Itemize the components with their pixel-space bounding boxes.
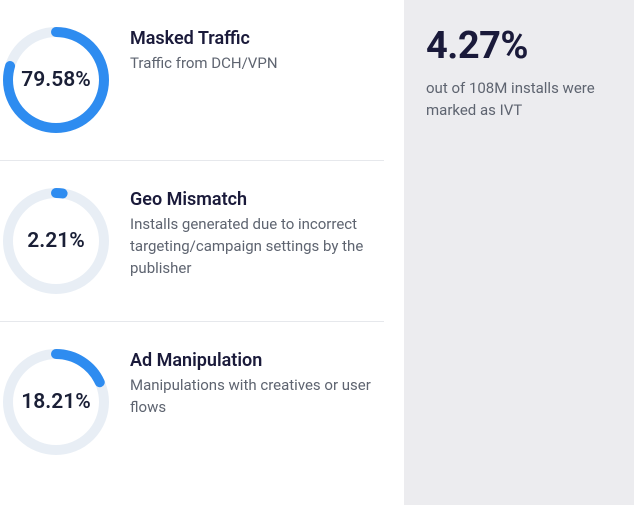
metric-description: Manipulations with creatives or user flo… bbox=[130, 375, 384, 419]
summary-panel: 4.27% out of 108M installs were marked a… bbox=[404, 0, 634, 505]
metric-text: Masked Traffic Traffic from DCH/VPN bbox=[130, 24, 384, 75]
metrics-list: 79.58% Masked Traffic Traffic from DCH/V… bbox=[0, 0, 384, 505]
metric-title: Masked Traffic bbox=[130, 28, 384, 49]
metric-row: 79.58% Masked Traffic Traffic from DCH/V… bbox=[0, 0, 384, 160]
summary-text: out of 108M installs were marked as IVT bbox=[426, 78, 612, 122]
metric-title: Geo Mismatch bbox=[130, 189, 384, 210]
donut-chart: 18.21% bbox=[0, 346, 112, 458]
metric-text: Ad Manipulation Manipulations with creat… bbox=[130, 346, 384, 419]
metric-row: 2.21% Geo Mismatch Installs generated du… bbox=[0, 160, 384, 321]
donut-chart: 2.21% bbox=[0, 185, 112, 297]
metric-description: Installs generated due to incorrect targ… bbox=[130, 214, 384, 279]
metric-row: 18.21% Ad Manipulation Manipulations wit… bbox=[0, 321, 384, 482]
donut-chart: 79.58% bbox=[0, 24, 112, 136]
donut-percent-label: 18.21% bbox=[0, 346, 112, 458]
donut-percent-label: 2.21% bbox=[0, 185, 112, 297]
metric-text: Geo Mismatch Installs generated due to i… bbox=[130, 185, 384, 279]
donut-percent-label: 79.58% bbox=[0, 24, 112, 136]
summary-percent: 4.27% bbox=[426, 24, 612, 68]
metric-description: Traffic from DCH/VPN bbox=[130, 53, 384, 75]
metric-title: Ad Manipulation bbox=[130, 350, 384, 371]
